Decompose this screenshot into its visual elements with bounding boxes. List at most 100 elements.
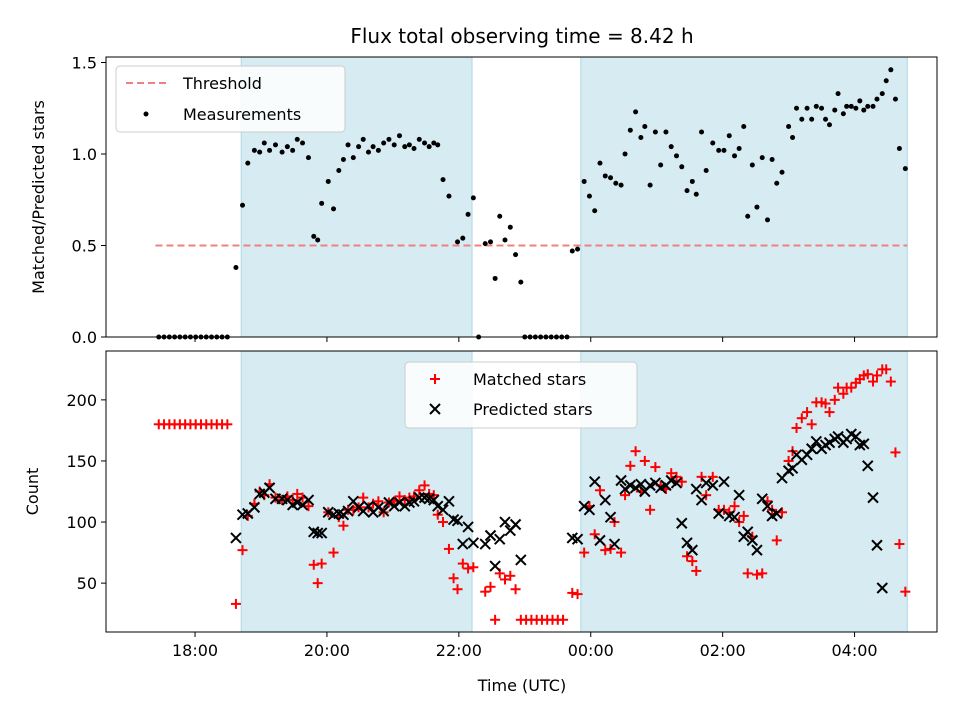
- matched-star-point: [757, 568, 768, 579]
- matched-star-point: [490, 614, 501, 625]
- predicted-star-point: [686, 544, 699, 556]
- measurement-point: [240, 202, 246, 208]
- matched-star-point: [237, 545, 248, 556]
- bottom-y-tick-label: 200: [66, 391, 97, 410]
- measurement-point: [340, 156, 346, 162]
- predicted-star-point: [751, 544, 763, 556]
- top-y-axis-ticks: 0.0 0.5 1.0 1.5: [72, 53, 106, 347]
- predicted-star-point: [302, 494, 315, 506]
- measurement-point: [411, 146, 417, 152]
- measurement-point: [470, 195, 476, 201]
- measurement-point: [233, 264, 239, 270]
- predicted-star-point: [700, 477, 712, 489]
- measurement-point: [779, 169, 785, 175]
- measurement-point: [840, 111, 846, 117]
- measurement-point: [365, 149, 371, 155]
- measurement-point: [482, 241, 488, 247]
- top-y-tick-label: 1.5: [72, 53, 97, 72]
- matched-star-point: [328, 547, 339, 558]
- measurement-point: [754, 204, 760, 210]
- legend-measurements-label: Measurements: [183, 105, 301, 124]
- measurement-point: [790, 135, 796, 141]
- matched-star-point: [691, 565, 702, 576]
- predicted-star-point: [670, 477, 683, 489]
- predicted-star-point: [690, 483, 702, 495]
- measurement-point: [518, 279, 524, 285]
- predicted-star-point: [810, 435, 823, 448]
- predicted-star-point: [230, 532, 242, 544]
- measurement-point: [892, 96, 898, 102]
- measurement-point: [826, 122, 832, 128]
- predicted-star-point: [263, 482, 276, 494]
- measurement-point: [652, 129, 658, 135]
- measurement-point: [736, 146, 742, 152]
- measurement-point: [502, 237, 508, 243]
- bottom-y-tick-label: 100: [66, 513, 97, 532]
- predicted-star-point: [801, 449, 813, 461]
- measurement-point: [492, 275, 498, 281]
- measurement-point: [325, 178, 331, 184]
- predicted-star-point: [437, 504, 449, 516]
- measurement-point: [513, 252, 519, 258]
- matched-star-point: [829, 394, 840, 405]
- predicted-star-point: [462, 521, 474, 533]
- predicted-star-point: [383, 496, 395, 509]
- top-legend-box: [115, 65, 346, 133]
- measurement-point: [575, 246, 581, 252]
- matched-star-point: [838, 388, 849, 399]
- predicted-star-point: [589, 476, 601, 488]
- matched-star-point: [443, 543, 454, 554]
- legend-matched-label: Matched stars: [473, 370, 586, 389]
- predicted-star-point: [629, 482, 642, 494]
- measurement-point: [331, 206, 337, 212]
- top-y-tick-label: 0.5: [72, 236, 97, 255]
- predicted-star-point: [494, 533, 506, 545]
- predicted-star-point: [761, 500, 774, 512]
- measurement-point: [381, 140, 387, 146]
- matched-star-point: [579, 547, 590, 558]
- measurement-point: [888, 67, 894, 73]
- measurement-point: [668, 144, 674, 150]
- measurement-point: [345, 142, 351, 148]
- predicted-star-point: [388, 500, 400, 512]
- predicted-star-point: [432, 500, 444, 512]
- measurement-point: [402, 144, 408, 150]
- measurement-point: [613, 180, 619, 186]
- top-y-tick-label: 1.0: [72, 145, 97, 164]
- predicted-star-point: [315, 527, 328, 539]
- legend-matched-marker: [430, 374, 440, 384]
- matched-star-point: [862, 369, 873, 380]
- measurement-point: [267, 147, 273, 153]
- matched-star-point: [338, 520, 349, 531]
- predicted-star-point: [871, 539, 883, 551]
- predicted-star-point: [578, 500, 590, 512]
- matched-star-point: [900, 586, 911, 597]
- matched-star-point: [394, 491, 405, 502]
- matched-star-point: [500, 574, 511, 585]
- measurement-point: [416, 136, 422, 142]
- matched-star-point: [448, 573, 459, 584]
- matched-star-point: [292, 488, 303, 499]
- measurement-point: [396, 133, 402, 139]
- matched-star-point: [707, 471, 718, 482]
- predicted-star-point: [447, 513, 460, 526]
- measurement-point: [710, 140, 716, 146]
- predicted-star-point: [362, 500, 375, 512]
- predicted-star-point: [377, 505, 390, 517]
- matched-star-point: [650, 462, 661, 473]
- matched-star-point: [620, 490, 631, 501]
- matched-star-point: [682, 551, 693, 562]
- measurement-point: [647, 182, 653, 188]
- predicted-star-point: [372, 501, 385, 514]
- matched-star-point: [894, 539, 905, 550]
- measurement-point: [618, 182, 624, 188]
- measurement-point: [440, 177, 446, 183]
- matched-star-point: [639, 455, 650, 466]
- matched-star-point: [358, 492, 369, 503]
- matched-star-point: [567, 587, 578, 598]
- matched-star-point: [871, 370, 882, 381]
- matched-star-point: [510, 584, 521, 595]
- top-x-axis-ticks: [194, 337, 856, 342]
- predicted-star-point: [428, 494, 440, 506]
